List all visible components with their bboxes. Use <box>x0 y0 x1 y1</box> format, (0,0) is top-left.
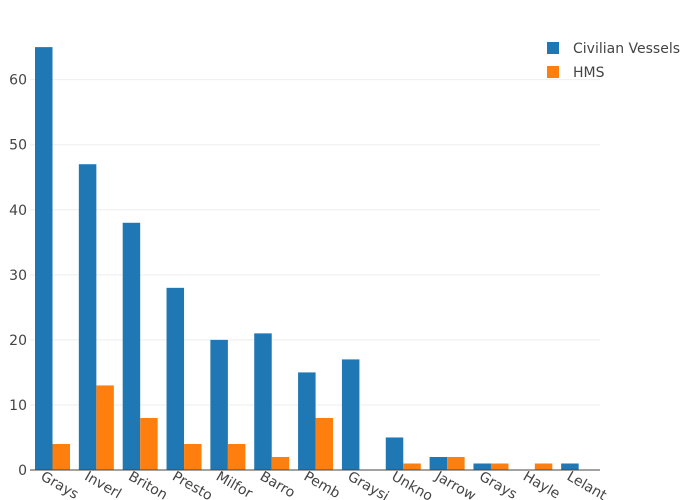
bar-civilian <box>385 437 404 470</box>
bar-civilian <box>298 372 316 470</box>
x-tick-label: Inverl <box>82 469 124 500</box>
y-tick-label: 40 <box>9 203 27 219</box>
y-tick-label: 20 <box>9 333 27 349</box>
bar-civilian <box>35 47 53 471</box>
x-tick-label: Briton <box>125 469 170 500</box>
y-tick-label: 10 <box>9 398 27 414</box>
legend-label: Civilian Vessels <box>573 41 680 57</box>
gridlines <box>30 79 600 406</box>
bar-hms <box>184 443 202 470</box>
x-tick-label: Grays <box>38 469 81 500</box>
x-tick-label: Jarrow <box>432 468 479 500</box>
bar-civilian <box>78 164 97 470</box>
bar-civilian <box>166 287 185 470</box>
legend-label: HMS <box>573 65 605 81</box>
bar-hms <box>52 443 70 470</box>
legend-swatch <box>547 66 559 78</box>
x-tick-label: Unkno <box>389 469 436 500</box>
bar-hms <box>534 463 553 470</box>
bar-civilian <box>561 463 579 470</box>
y-axis-ticks: 0 10 20 30 40 50 60 <box>9 73 27 479</box>
bar-hms <box>271 456 290 470</box>
bar-hms <box>403 463 421 470</box>
bars <box>35 47 579 471</box>
bar-hms <box>490 463 509 470</box>
bar-hms <box>227 443 246 470</box>
y-tick-label: 0 <box>18 463 27 479</box>
bar-civilian <box>254 333 272 470</box>
x-tick-label: Lelant <box>564 469 610 500</box>
bar-civilian <box>429 456 448 470</box>
legend: Civilian Vessels HMS <box>547 41 680 81</box>
bar-hms <box>140 417 158 470</box>
bar-hms <box>315 417 334 470</box>
x-tick-label: Milfor <box>213 469 255 500</box>
y-tick-label: 30 <box>9 268 27 284</box>
y-tick-label: 50 <box>9 138 27 154</box>
x-tick-label: Presto <box>169 469 215 500</box>
x-tick-label: Barro <box>257 469 298 500</box>
bar-civilian <box>341 359 360 470</box>
x-tick-label: Graysi <box>345 469 392 500</box>
bar-civilian <box>473 463 491 470</box>
x-tick-label: Grays <box>476 469 519 500</box>
bar-hms <box>96 385 114 470</box>
x-tick-label: Pemb <box>301 469 343 500</box>
y-tick-label: 60 <box>9 73 27 89</box>
bar-hms <box>447 456 465 470</box>
x-tick-label: Hayle <box>520 469 563 500</box>
legend-swatch <box>547 42 559 54</box>
bar-civilian <box>122 222 141 470</box>
bar-civilian <box>210 339 228 470</box>
